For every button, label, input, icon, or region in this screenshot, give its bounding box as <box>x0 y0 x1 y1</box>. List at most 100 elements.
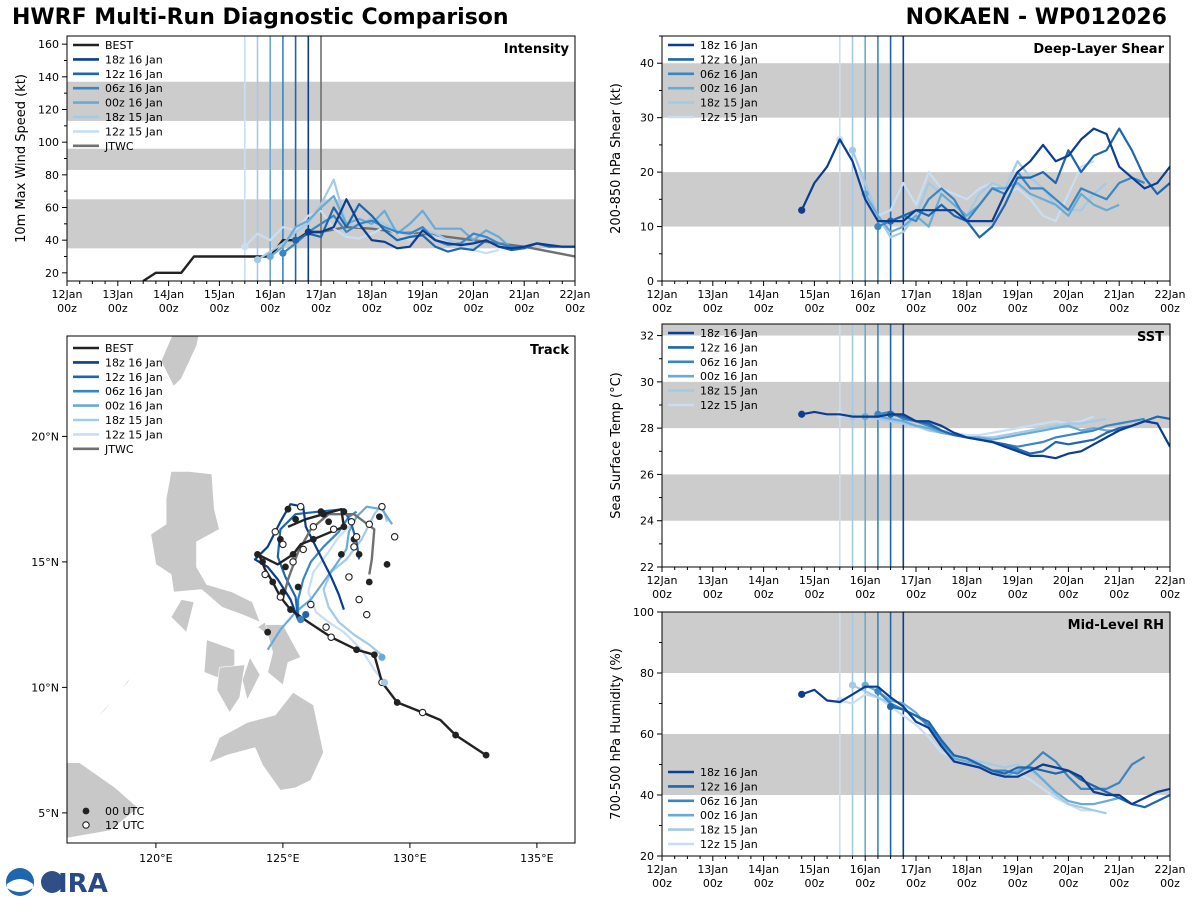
marker-12utc <box>355 595 363 604</box>
intensity-xtick-label: 00z <box>565 302 585 315</box>
land-polygon <box>241 656 261 701</box>
rh-xtick-label: 00z <box>855 877 875 890</box>
run-start-marker <box>378 653 386 661</box>
intensity-xtick-label: 20Jan <box>458 288 489 301</box>
shear-xtick-label: 00z <box>1109 302 1129 315</box>
intensity-xtick-label: 21Jan <box>509 288 540 301</box>
intensity-xtick-label: 16Jan <box>255 288 286 301</box>
legend-marker-00utc <box>82 807 90 815</box>
intensity-xtick-label: 00z <box>57 302 77 315</box>
track-legend-label: BEST <box>105 342 133 355</box>
intensity-legend-label: 18z 15 Jan <box>105 111 163 124</box>
rh-series-line <box>801 685 1170 806</box>
sst-xtick-label: 00z <box>1008 588 1028 601</box>
marker-00utc <box>284 505 292 513</box>
track-line-best <box>256 508 487 757</box>
intensity-series-start-point <box>304 228 312 236</box>
marker-12utc <box>350 543 358 551</box>
sst-xtick-label: 00z <box>1059 588 1079 601</box>
marker-12utc <box>322 623 330 631</box>
intensity-panel: 2040608010012014016012Jan00z13Jan00z14Ja… <box>14 35 591 315</box>
intensity-legend-label: BEST <box>105 39 133 52</box>
shear-series-line <box>800 127 1170 223</box>
shear-xtick-label: 14Jan <box>748 288 779 301</box>
sst-ytick-label: 24 <box>640 515 654 528</box>
sst-legend-label: 18z 16 Jan <box>700 327 758 340</box>
sst-xtick-label: 22Jan <box>1155 574 1186 587</box>
run-start-marker <box>380 678 389 686</box>
sst-xtick-label: 20Jan <box>1053 574 1084 587</box>
sst-xtick-label: 19Jan <box>1002 574 1033 587</box>
marker-00utc <box>337 550 345 558</box>
track-legend-label: 00z 16 Jan <box>105 400 163 413</box>
shear-xtick-label: 19Jan <box>1002 288 1033 301</box>
shear-xtick-label: 00z <box>1160 302 1180 315</box>
shear-ytick-label: 20 <box>640 166 654 179</box>
marker-12utc <box>271 528 280 536</box>
marker-00utc <box>294 583 302 591</box>
marker-12utc <box>261 570 269 579</box>
shear-xtick-label: 00z <box>906 302 926 315</box>
sst-legend-label: 12z 15 Jan <box>700 399 758 412</box>
sst-ytick-label: 32 <box>640 330 654 343</box>
intensity-xtick-label: 22Jan <box>560 288 591 301</box>
run-start-marker <box>302 610 310 619</box>
shear-ytick-label: 30 <box>640 112 654 125</box>
sst-xtick-label: 13Jan <box>697 574 728 587</box>
rh-plot-area <box>662 612 1170 856</box>
track-line-run <box>307 520 386 684</box>
rh-xtick-label: 21Jan <box>1104 863 1135 876</box>
track-line-run <box>276 508 361 620</box>
rh-ytick-label: 40 <box>640 789 654 802</box>
rh-legend-label: 12z 16 Jan <box>700 780 758 793</box>
sst-legend-label: 18z 15 Jan <box>700 385 758 398</box>
land-polygon <box>160 336 200 387</box>
marker-12utc <box>329 525 338 534</box>
shear-xtick-label: 00z <box>855 302 875 315</box>
intensity-ytick-label: 140 <box>38 71 59 84</box>
rh-band-1 <box>662 612 1170 673</box>
shear-ytick-label: 40 <box>640 57 654 70</box>
intensity-ytick-label: 60 <box>45 202 59 215</box>
shear-xtick-label: 16Jan <box>850 288 881 301</box>
rh-xtick-label: 00z <box>652 877 672 890</box>
sst-ylabel: Sea Surface Temp (°C) <box>609 372 624 519</box>
marker-00utc <box>353 646 360 654</box>
shear-band-1 <box>662 63 1170 118</box>
land-polygon <box>170 599 195 633</box>
cira-logo-text: IRA <box>58 869 108 898</box>
marker-00utc <box>340 523 348 531</box>
intensity-legend-label: 12z 15 Jan <box>105 125 163 138</box>
sst-xtick-label: 15Jan <box>799 574 830 587</box>
track-legend-label: 06z 16 Jan <box>105 385 163 398</box>
marker-00utc <box>309 535 317 543</box>
marker-00utc <box>452 731 460 739</box>
intensity-xtick-label: 00z <box>210 302 230 315</box>
legend-label-00utc: 00 UTC <box>105 805 145 818</box>
track-legend-label: 18z 15 Jan <box>105 414 163 427</box>
shear-xtick-label: 00z <box>1008 302 1028 315</box>
shear-legend-label: 06z 16 Jan <box>700 68 758 81</box>
sst-xtick-label: 16Jan <box>850 574 881 587</box>
intensity-ytick-label: 20 <box>45 267 59 280</box>
run-start-marker <box>297 616 305 624</box>
cira-globe-icon <box>41 871 63 893</box>
marker-12utc <box>309 523 318 531</box>
rh-ylabel: 700-500 hPa Humidity (%) <box>609 648 624 820</box>
marker-00utc <box>292 515 299 523</box>
shear-ytick-label: 0 <box>647 275 654 288</box>
marker-12utc <box>307 600 315 609</box>
shear-xtick-label: 00z <box>652 302 672 315</box>
sst-ytick-label: 30 <box>640 376 654 389</box>
sst-legend-label: 00z 16 Jan <box>700 370 758 383</box>
rh-series-start-point <box>887 702 895 711</box>
storm-name: NOKAEN - WP012026 <box>905 5 1167 30</box>
track-title: Track <box>530 343 569 358</box>
shear-series-line <box>851 149 1108 239</box>
legend-label-12utc: 12 UTC <box>105 819 145 832</box>
sst-series-start-point <box>798 410 806 418</box>
rh-series-start-point <box>798 690 806 698</box>
shear-plot-area <box>662 36 1170 281</box>
sst-series-line <box>865 415 1120 441</box>
